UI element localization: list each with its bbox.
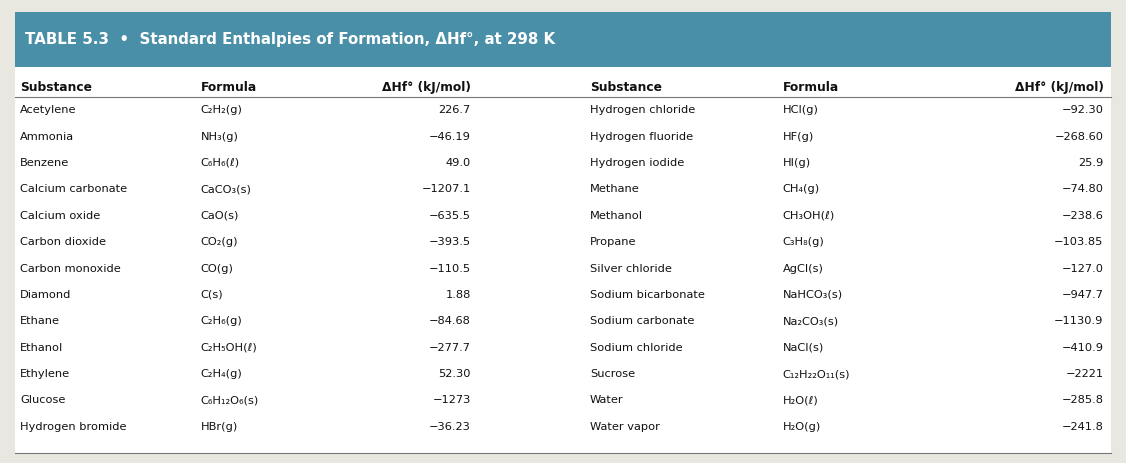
Text: C₂H₄(g): C₂H₄(g) [200,369,242,379]
Text: ΔHf° (kJ/mol): ΔHf° (kJ/mol) [382,81,471,94]
Text: H₂O(g): H₂O(g) [783,422,821,432]
Text: TABLE 5.3  •  Standard Enthalpies of Formation, ΔHf°, at 298 K: TABLE 5.3 • Standard Enthalpies of Forma… [25,32,555,47]
Text: −103.85: −103.85 [1054,237,1103,247]
Text: −127.0: −127.0 [1062,263,1103,274]
Text: Sodium carbonate: Sodium carbonate [590,316,695,326]
Text: Silver chloride: Silver chloride [590,263,672,274]
Text: C₂H₆(g): C₂H₆(g) [200,316,242,326]
Text: ΔHf° (kJ/mol): ΔHf° (kJ/mol) [1015,81,1103,94]
Text: −92.30: −92.30 [1062,105,1103,115]
Text: Ammonia: Ammonia [20,131,74,142]
Text: HF(g): HF(g) [783,131,814,142]
Text: NaCl(s): NaCl(s) [783,343,824,353]
Text: −241.8: −241.8 [1062,422,1103,432]
Text: −74.80: −74.80 [1062,184,1103,194]
Text: C₆H₁₂O₆(s): C₆H₁₂O₆(s) [200,395,259,406]
Text: CO(g): CO(g) [200,263,233,274]
Text: Water vapor: Water vapor [590,422,660,432]
Text: CH₄(g): CH₄(g) [783,184,820,194]
Text: HBr(g): HBr(g) [200,422,238,432]
Text: −285.8: −285.8 [1062,395,1103,406]
Text: Ethanol: Ethanol [20,343,63,353]
Text: C₂H₂(g): C₂H₂(g) [200,105,242,115]
Text: −1207.1: −1207.1 [421,184,471,194]
Text: C₆H₆(ℓ): C₆H₆(ℓ) [200,158,240,168]
Bar [15,12,1111,67]
Text: Ethylene: Ethylene [20,369,71,379]
Text: −947.7: −947.7 [1062,290,1103,300]
Text: Propane: Propane [590,237,636,247]
Text: 25.9: 25.9 [1079,158,1103,168]
Text: Hydrogen iodide: Hydrogen iodide [590,158,685,168]
Text: C₃H₈(g): C₃H₈(g) [783,237,824,247]
Text: −36.23: −36.23 [429,422,471,432]
Text: Substance: Substance [20,81,92,94]
Text: 1.88: 1.88 [445,290,471,300]
Text: Ethane: Ethane [20,316,61,326]
Text: −393.5: −393.5 [429,237,471,247]
Text: Formula: Formula [200,81,257,94]
Text: H₂O(ℓ): H₂O(ℓ) [783,395,819,406]
Text: Hydrogen bromide: Hydrogen bromide [20,422,127,432]
Text: Formula: Formula [783,81,839,94]
Text: CO₂(g): CO₂(g) [200,237,238,247]
Text: Methanol: Methanol [590,211,643,221]
Text: Sucrose: Sucrose [590,369,635,379]
Bar [15,67,1111,453]
Text: Carbon dioxide: Carbon dioxide [20,237,106,247]
Text: Na₂CO₃(s): Na₂CO₃(s) [783,316,839,326]
Text: Hydrogen chloride: Hydrogen chloride [590,105,695,115]
Text: −238.6: −238.6 [1062,211,1103,221]
Text: 52.30: 52.30 [438,369,471,379]
Text: Methane: Methane [590,184,640,194]
Text: Sodium bicarbonate: Sodium bicarbonate [590,290,705,300]
Text: −2221: −2221 [1065,369,1103,379]
Text: NaHCO₃(s): NaHCO₃(s) [783,290,842,300]
Text: −277.7: −277.7 [429,343,471,353]
Text: Carbon monoxide: Carbon monoxide [20,263,120,274]
Text: Glucose: Glucose [20,395,65,406]
Text: C₂H₅OH(ℓ): C₂H₅OH(ℓ) [200,343,257,353]
Text: Hydrogen fluoride: Hydrogen fluoride [590,131,694,142]
Text: 49.0: 49.0 [446,158,471,168]
Text: −410.9: −410.9 [1062,343,1103,353]
Text: Calcium oxide: Calcium oxide [20,211,100,221]
Text: −1273: −1273 [432,395,471,406]
Text: −268.60: −268.60 [1054,131,1103,142]
Text: Benzene: Benzene [20,158,70,168]
Text: Sodium chloride: Sodium chloride [590,343,682,353]
Text: Calcium carbonate: Calcium carbonate [20,184,127,194]
Text: −635.5: −635.5 [429,211,471,221]
Text: Acetylene: Acetylene [20,105,77,115]
Text: CH₃OH(ℓ): CH₃OH(ℓ) [783,211,834,221]
Text: C(s): C(s) [200,290,223,300]
Text: CaO(s): CaO(s) [200,211,239,221]
Text: NH₃(g): NH₃(g) [200,131,239,142]
Text: −46.19: −46.19 [429,131,471,142]
Text: CaCO₃(s): CaCO₃(s) [200,184,251,194]
Text: HI(g): HI(g) [783,158,811,168]
Text: −84.68: −84.68 [429,316,471,326]
Text: 226.7: 226.7 [438,105,471,115]
Text: C₁₂H₂₂O₁₁(s): C₁₂H₂₂O₁₁(s) [783,369,850,379]
Text: −110.5: −110.5 [429,263,471,274]
Text: Substance: Substance [590,81,662,94]
Text: Water: Water [590,395,624,406]
Text: AgCl(s): AgCl(s) [783,263,823,274]
Text: Diamond: Diamond [20,290,72,300]
Text: HCl(g): HCl(g) [783,105,819,115]
Text: −1130.9: −1130.9 [1054,316,1103,326]
